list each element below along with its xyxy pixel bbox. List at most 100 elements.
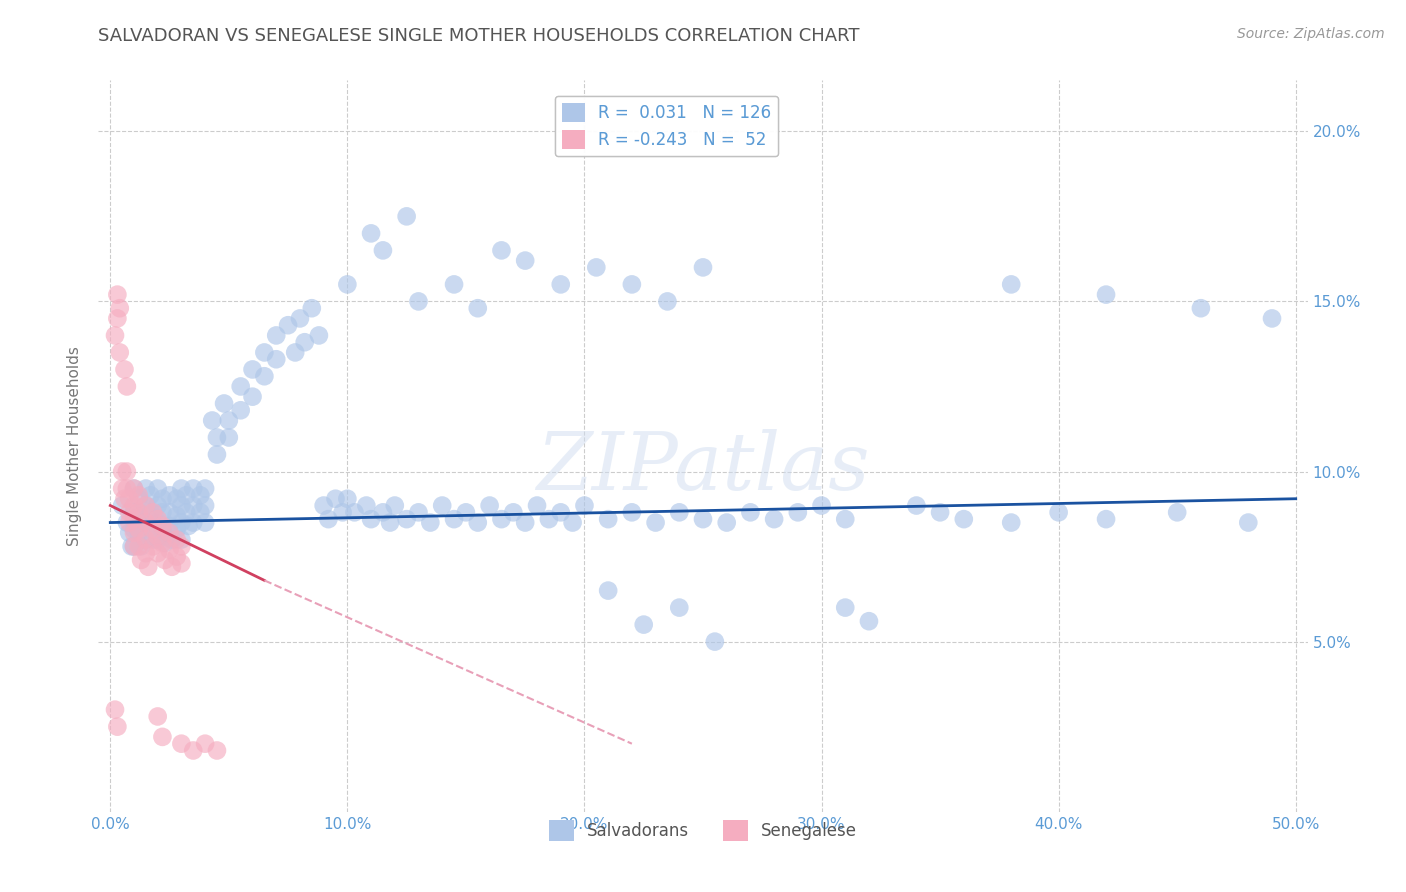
Point bbox=[190, 505, 212, 519]
Point bbox=[122, 499, 145, 513]
Point bbox=[515, 516, 537, 530]
Point bbox=[253, 369, 276, 384]
Point bbox=[142, 533, 165, 547]
Point bbox=[264, 352, 287, 367]
Point bbox=[108, 301, 131, 316]
Point bbox=[174, 488, 197, 502]
Point bbox=[115, 482, 138, 496]
Point bbox=[170, 533, 193, 547]
Point bbox=[170, 516, 193, 530]
Point bbox=[122, 505, 145, 519]
Point bbox=[1095, 287, 1118, 301]
Point bbox=[128, 540, 150, 554]
Point bbox=[160, 533, 183, 547]
Point bbox=[170, 482, 193, 496]
Point bbox=[146, 482, 169, 496]
Point bbox=[129, 540, 152, 554]
Point bbox=[135, 482, 157, 496]
Point bbox=[152, 519, 174, 533]
Point bbox=[136, 559, 159, 574]
Point bbox=[312, 499, 335, 513]
Point bbox=[360, 512, 382, 526]
Point bbox=[284, 345, 307, 359]
Point bbox=[135, 533, 157, 547]
Point bbox=[128, 522, 150, 536]
Point bbox=[657, 294, 679, 309]
Point bbox=[205, 448, 228, 462]
Point bbox=[111, 465, 134, 479]
Point bbox=[194, 737, 217, 751]
Point bbox=[142, 516, 165, 530]
Point bbox=[181, 516, 204, 530]
Point bbox=[952, 512, 974, 526]
Point bbox=[703, 634, 725, 648]
Point bbox=[170, 557, 193, 571]
Point bbox=[550, 277, 572, 292]
Point bbox=[181, 482, 204, 496]
Point bbox=[288, 311, 311, 326]
Point bbox=[122, 482, 145, 496]
Point bbox=[111, 499, 134, 513]
Point bbox=[166, 533, 188, 547]
Point bbox=[128, 505, 150, 519]
Point bbox=[159, 525, 181, 540]
Point bbox=[122, 540, 145, 554]
Point bbox=[129, 553, 152, 567]
Point bbox=[115, 465, 138, 479]
Point bbox=[139, 488, 162, 502]
Point bbox=[135, 499, 157, 513]
Point bbox=[190, 488, 212, 502]
Point bbox=[443, 277, 465, 292]
Point bbox=[135, 546, 157, 560]
Point bbox=[810, 499, 832, 513]
Point bbox=[384, 499, 406, 513]
Point bbox=[152, 491, 174, 506]
Point bbox=[166, 549, 188, 564]
Point bbox=[104, 328, 127, 343]
Point bbox=[142, 540, 165, 554]
Point bbox=[858, 614, 880, 628]
Point bbox=[443, 512, 465, 526]
Point bbox=[1095, 512, 1118, 526]
Point bbox=[177, 519, 200, 533]
Point bbox=[159, 505, 181, 519]
Point bbox=[166, 491, 188, 506]
Point bbox=[146, 516, 169, 530]
Point bbox=[336, 491, 359, 506]
Point bbox=[166, 508, 188, 523]
Point bbox=[146, 546, 169, 560]
Point bbox=[146, 512, 169, 526]
Point bbox=[128, 508, 150, 523]
Point bbox=[153, 553, 176, 567]
Point bbox=[343, 505, 366, 519]
Point bbox=[111, 482, 134, 496]
Point bbox=[205, 430, 228, 444]
Point bbox=[561, 516, 583, 530]
Point bbox=[515, 253, 537, 268]
Point bbox=[118, 525, 141, 540]
Point bbox=[644, 516, 666, 530]
Point bbox=[478, 499, 501, 513]
Point bbox=[108, 345, 131, 359]
Point bbox=[325, 491, 347, 506]
Point bbox=[308, 328, 330, 343]
Point bbox=[378, 516, 401, 530]
Point bbox=[170, 499, 193, 513]
Point bbox=[146, 499, 169, 513]
Point bbox=[170, 737, 193, 751]
Point bbox=[371, 505, 394, 519]
Point bbox=[1261, 311, 1284, 326]
Point bbox=[318, 512, 340, 526]
Point bbox=[1237, 516, 1260, 530]
Point bbox=[1047, 505, 1070, 519]
Point bbox=[146, 709, 169, 723]
Point bbox=[128, 491, 150, 506]
Point bbox=[574, 499, 596, 513]
Point bbox=[585, 260, 607, 275]
Point bbox=[194, 482, 217, 496]
Point bbox=[115, 379, 138, 393]
Point bbox=[537, 512, 560, 526]
Point bbox=[905, 499, 928, 513]
Point bbox=[152, 505, 174, 519]
Point bbox=[408, 294, 430, 309]
